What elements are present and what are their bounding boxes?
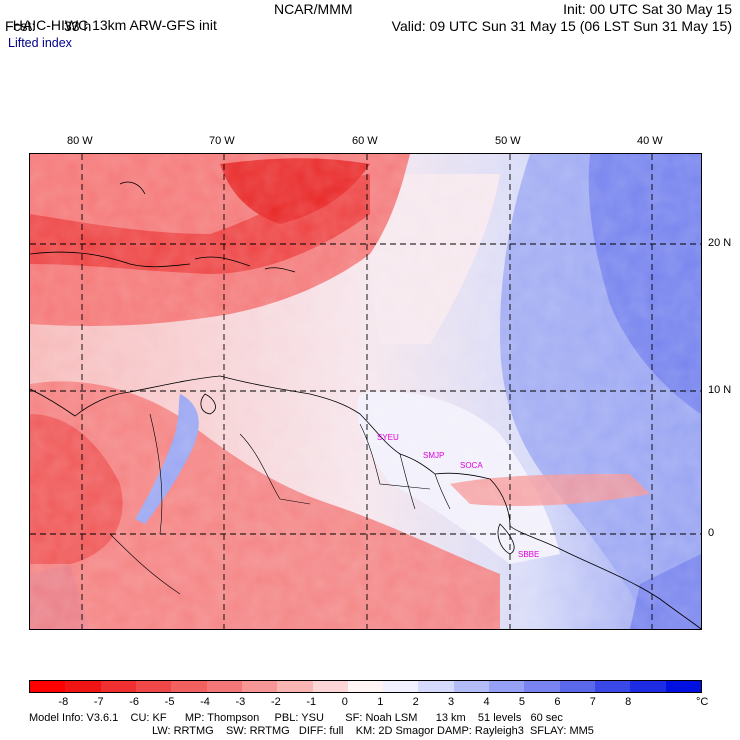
- colorbar-tick-label: 8: [625, 696, 632, 708]
- colorbar-swatch: [347, 681, 384, 692]
- colorbar-tick-label: -5: [164, 696, 175, 708]
- colorbar-swatch: [524, 681, 560, 692]
- border-colombia: [149, 413, 163, 535]
- model-info-line1: Model Info: V3.6.1 CU: KF MP: Thompson P…: [29, 712, 563, 724]
- colorbar-tick-label: 2: [412, 696, 419, 708]
- fcst-label: Fcst:: [5, 18, 36, 34]
- colorbar-tick-label: -1: [306, 696, 317, 708]
- colorbar-tick-label: -6: [129, 696, 140, 708]
- colorbar: [29, 680, 702, 693]
- border-guyana: [359, 423, 431, 490]
- lat-tick-20n: 20 N: [708, 237, 732, 249]
- lon-tick-40w: 40 W: [637, 135, 663, 147]
- org-label: NCAR/MMM: [274, 1, 353, 17]
- coast-cuba: [30, 251, 191, 268]
- colorbar-swatch: [241, 681, 278, 692]
- colorbar-tick-label: 4: [483, 696, 490, 708]
- colorbar-swatch: [489, 681, 525, 692]
- colorbar-swatch: [665, 681, 701, 692]
- coastlines: [30, 181, 701, 629]
- lon-tick-60w: 60 W: [352, 135, 378, 147]
- colorbar-swatch: [135, 681, 172, 692]
- colorbar-tick-label: 0: [341, 696, 348, 708]
- colorbar-swatch: [65, 681, 101, 692]
- colorbar-tick-label: -3: [235, 696, 246, 708]
- colorbar-swatch: [30, 681, 66, 692]
- colorbar-swatch: [277, 681, 313, 692]
- colorbar-swatch: [630, 681, 666, 692]
- lon-tick-70w: 70 W: [209, 135, 235, 147]
- lon-tick-50w: 50 W: [495, 135, 521, 147]
- colorbar-swatch: [595, 681, 631, 692]
- coast-bahamas: [119, 181, 146, 195]
- borders: [109, 413, 451, 595]
- station-smjp: SMJP: [423, 451, 444, 460]
- model-title: HAIC-HIWC 13km ARW-GFS init: [5, 1, 217, 33]
- coast-south-america: [30, 375, 701, 629]
- station-soca: SOCA: [460, 461, 483, 470]
- border-venezuela: [239, 433, 311, 505]
- colorbar-swatch: [312, 681, 348, 692]
- colorbar-tick-label: 6: [554, 696, 561, 708]
- latlon-grid: [30, 154, 701, 629]
- lat-tick-0: 0: [708, 527, 715, 539]
- colorbar-tick-label: 7: [589, 696, 596, 708]
- map-svg: SYEU SMJP SOCA SBBE: [30, 154, 701, 629]
- coast-hispaniola: [194, 256, 251, 267]
- colorbar-swatch: [206, 681, 242, 692]
- colorbar-swatch: [453, 681, 490, 692]
- colorbar-tick-label: 3: [448, 696, 455, 708]
- border-french-guiana: [434, 473, 451, 510]
- lake-maracaibo: [200, 393, 216, 415]
- colorbar-tick-label: -2: [270, 696, 281, 708]
- lat-tick-10n: 10 N: [708, 384, 732, 396]
- lifted-index-map: SYEU SMJP SOCA SBBE: [29, 153, 702, 630]
- border-suriname: [399, 453, 416, 510]
- colorbar-tick-label: -7: [93, 696, 104, 708]
- model-name: HAIC-HIWC 13km ARW-GFS init: [12, 17, 217, 33]
- border-peru: [109, 533, 181, 595]
- field-texture: [30, 154, 701, 629]
- colorbar-swatch: [559, 681, 595, 692]
- fcst-value: 33 h: [64, 18, 92, 34]
- coast-puerto-rico: [264, 267, 296, 273]
- model-info-line2: LW: RRTMG SW: RRTMG DIFF: full KM: 2D Sm…: [152, 725, 594, 737]
- field-name: Lifted index: [8, 36, 72, 50]
- valid-time: Valid: 09 UTC Sun 31 May 15 (06 LST Sun …: [391, 18, 732, 34]
- lon-tick-80w: 80 W: [67, 135, 93, 147]
- station-sbbe: SBBE: [518, 550, 539, 559]
- colorbar-tick-label: -8: [58, 696, 69, 708]
- station-syeu: SYEU: [377, 433, 399, 442]
- colorbar-swatch: [171, 681, 207, 692]
- colorbar-swatch: [383, 681, 419, 692]
- colorbar-unit: °C: [696, 696, 709, 708]
- init-time: Init: 00 UTC Sat 30 May 15: [563, 1, 732, 17]
- colorbar-tick-label: 5: [518, 696, 526, 708]
- colorbar-tick-label: 1: [377, 696, 384, 708]
- colorbar-tick-label: -4: [200, 696, 210, 708]
- colorbar-swatch: [418, 681, 454, 692]
- colorbar-swatch: [100, 681, 136, 692]
